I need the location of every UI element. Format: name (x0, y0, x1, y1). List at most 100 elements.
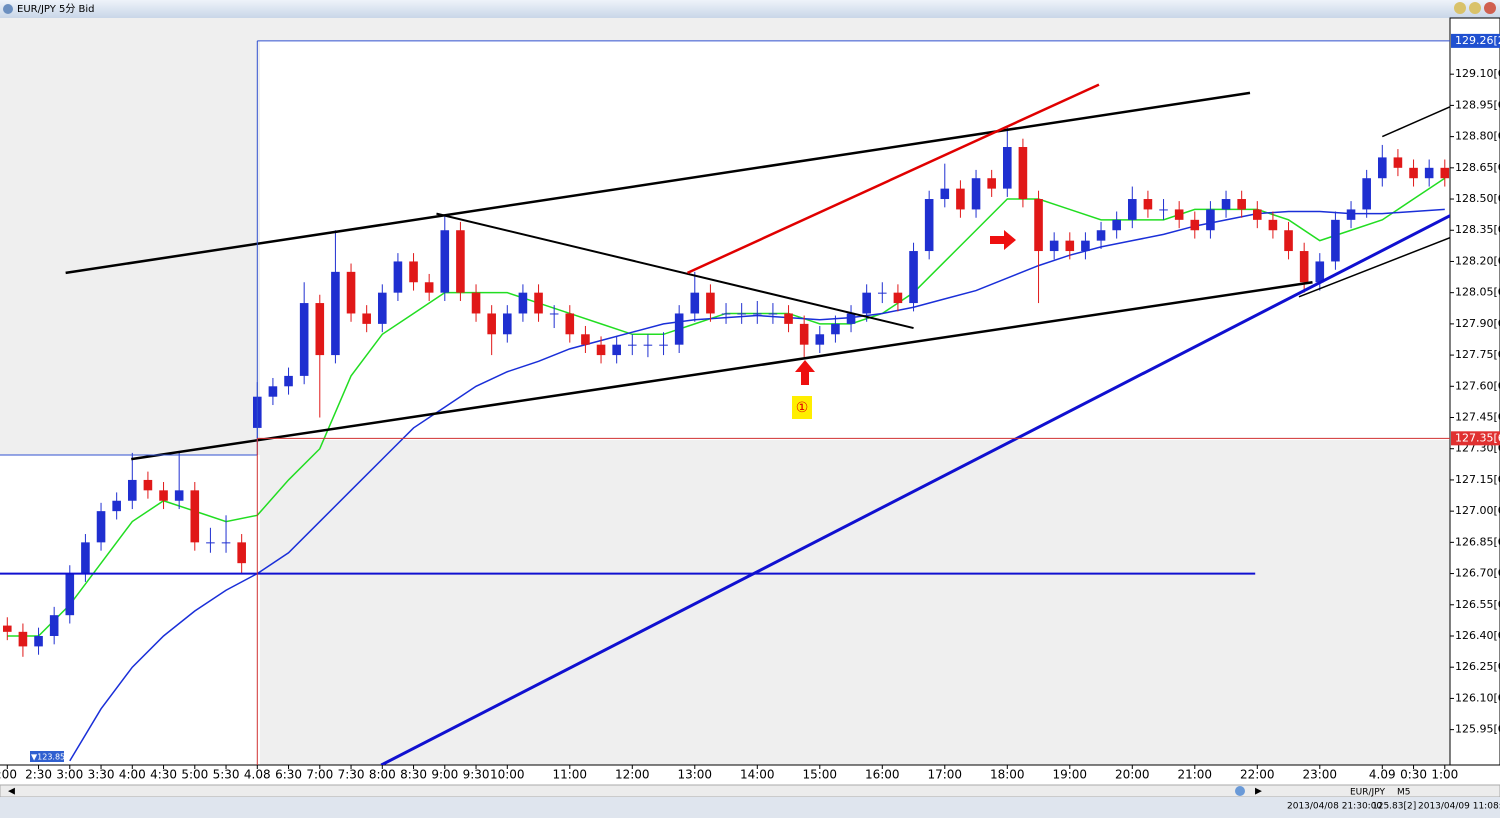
maximize-button[interactable] (1469, 2, 1481, 14)
candle-body (18, 631, 28, 647)
candle-body (1268, 219, 1278, 231)
y-tick-label: 127.90[0 (1455, 317, 1500, 330)
candle-body (237, 542, 246, 564)
plot-highlight (260, 41, 1450, 440)
scroll-left[interactable]: ◀ (8, 787, 15, 797)
scrollbar[interactable] (0, 784, 1500, 798)
candle-body (1049, 240, 1059, 252)
window-title: EUR/JPY 5分 Bid (17, 3, 95, 15)
price-marker (1451, 431, 1500, 446)
candle-body (409, 261, 418, 283)
candle-body (1065, 240, 1075, 252)
x-tick-label: 8:30 (400, 768, 427, 782)
candle-body (1174, 209, 1184, 220)
x-tick-label: 0:30 (1400, 768, 1427, 782)
candle-body (487, 313, 496, 335)
min-marker: ▼123.859 (31, 753, 70, 762)
scroll-right[interactable]: ▶ (1255, 787, 1262, 797)
x-tick-label: 14:00 (740, 768, 775, 782)
candle-body (1112, 219, 1121, 231)
x-tick-label: 9:30 (463, 768, 490, 782)
x-tick-label: 12:00 (615, 768, 650, 782)
candle-body (1159, 209, 1168, 211)
plot-highlight (0, 455, 260, 765)
window-buttons[interactable] (1454, 2, 1496, 14)
x-tick-label: :00 (0, 768, 17, 782)
candle-body (81, 542, 90, 574)
scroll-thumb[interactable] (1235, 786, 1245, 796)
candle-body (1346, 209, 1356, 220)
candle-body (565, 313, 575, 335)
trend-line (436, 212, 914, 330)
y-tick-label: 126.55[0 (1455, 598, 1500, 611)
x-tick-label: 10:00 (490, 768, 525, 782)
status-bar (0, 797, 1500, 818)
y-tick-label: 127.60[0 (1455, 379, 1500, 392)
close-button[interactable] (1484, 2, 1496, 14)
candle-body (971, 178, 981, 210)
x-tick-label: 4:00 (119, 768, 146, 782)
x-tick-label: 11:00 (552, 768, 587, 782)
x-tick-label: 20:00 (1115, 768, 1150, 782)
candle-body (612, 344, 621, 356)
x-tick-label: 8:00 (369, 768, 396, 782)
candle-body (877, 292, 887, 294)
y-tick-label: 126.85[0 (1455, 535, 1500, 548)
x-tick-label: 3:30 (88, 768, 115, 782)
status-time: 2013/04/08 21:30:00 (1287, 802, 1382, 812)
candle-body (1331, 219, 1340, 262)
price-marker-label: 127.35[6 (1455, 431, 1500, 444)
candle-body (377, 292, 387, 324)
x-tick-label: 5:00 (181, 768, 208, 782)
candle-body (206, 542, 215, 544)
title-bar (0, 0, 1500, 18)
candle-body (534, 292, 543, 314)
candle-body (143, 479, 153, 491)
candle-body (659, 344, 668, 346)
candle-body (471, 292, 481, 314)
trend-line (1298, 236, 1450, 298)
x-tick-label: 3:00 (56, 768, 83, 782)
minimize-button[interactable] (1454, 2, 1466, 14)
plot (0, 40, 1450, 765)
candle-body (331, 271, 340, 356)
candle-body (1393, 157, 1403, 168)
y-tick-label: 125.95[0 (1455, 723, 1500, 736)
candle-body (815, 334, 825, 345)
x-tick-label: 5:30 (213, 768, 240, 782)
candle-body (1127, 199, 1137, 220)
candle-body (1409, 167, 1418, 179)
annotation-label: ① (796, 400, 809, 416)
candle-body (112, 500, 121, 512)
x-tick-label: 19:00 (1052, 768, 1087, 782)
x-tick-label: 13:00 (677, 768, 712, 782)
candle-body (159, 490, 168, 501)
x-tick-label: 1:00 (1431, 768, 1458, 782)
y-tick-label: 126.10[0 (1455, 691, 1500, 704)
candle-body (456, 230, 465, 293)
y-tick-label: 128.05[0 (1455, 286, 1500, 299)
status-price: 125.83[2] (1372, 802, 1416, 812)
candle-body (127, 479, 137, 501)
candle-body (549, 313, 559, 315)
y-tick-label: 127.45[0 (1455, 411, 1500, 424)
x-tick-label: 4.09 (1369, 768, 1396, 782)
y-tick-label: 128.80[0 (1455, 130, 1500, 143)
candle-body (1206, 209, 1215, 231)
candle-body (34, 635, 43, 647)
candle-body (1096, 230, 1106, 241)
trend-line (686, 83, 1100, 275)
y-tick-label: 128.65[0 (1455, 161, 1500, 174)
candle-body (502, 313, 512, 335)
candle-body (518, 292, 528, 314)
candle-body (440, 230, 450, 293)
period-select[interactable]: M5 (1397, 788, 1411, 798)
candle-body (1377, 157, 1387, 179)
y-tick-label: 126.40[0 (1455, 629, 1500, 642)
x-tick-label: 21:00 (1177, 768, 1212, 782)
x-tick-label: 2:30 (25, 768, 52, 782)
candle-body (299, 303, 309, 376)
symbol-select[interactable]: EUR/JPY (1350, 788, 1385, 798)
candle-body (393, 261, 403, 293)
